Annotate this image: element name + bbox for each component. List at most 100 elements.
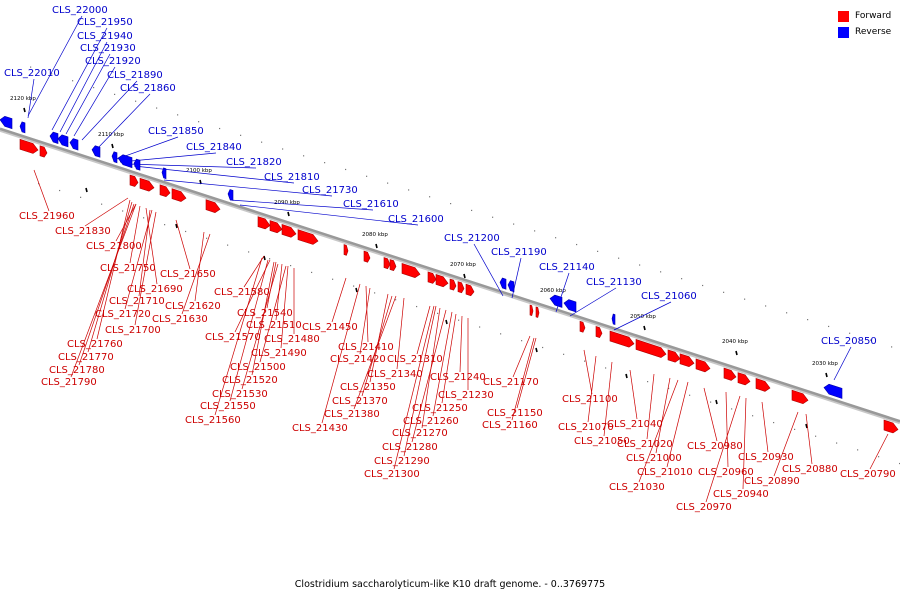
forward-gene-arrow[interactable] <box>465 283 475 297</box>
gene-label-cls-21300[interactable]: CLS_21300 <box>364 469 420 480</box>
forward-gene-arrow[interactable] <box>257 216 271 230</box>
gene-label-cls-21280[interactable]: CLS_21280 <box>382 442 438 453</box>
forward-gene-arrow[interactable] <box>129 174 139 187</box>
gene-label-cls-20790[interactable]: CLS_20790 <box>840 469 896 480</box>
forward-gene-arrow[interactable] <box>389 259 397 272</box>
gene-label-cls-21960[interactable]: CLS_21960 <box>19 211 75 222</box>
gene-label-cls-21240[interactable]: CLS_21240 <box>430 372 486 383</box>
forward-gene-arrow[interactable] <box>139 177 155 192</box>
reverse-gene-arrow[interactable] <box>507 280 515 293</box>
forward-gene-arrow[interactable] <box>679 353 695 368</box>
gene-label-cls-21410[interactable]: CLS_21410 <box>338 342 394 353</box>
gene-label-cls-20850[interactable]: CLS_20850 <box>821 336 877 347</box>
forward-gene-arrow[interactable] <box>635 339 667 358</box>
gene-label-cls-21000[interactable]: CLS_21000 <box>626 453 682 464</box>
forward-gene-arrow[interactable] <box>579 320 586 333</box>
reverse-gene-arrow[interactable] <box>57 134 69 148</box>
gene-label-cls-21630[interactable]: CLS_21630 <box>152 314 208 325</box>
forward-gene-arrow[interactable] <box>39 145 48 158</box>
forward-gene-arrow[interactable] <box>171 188 187 202</box>
forward-gene-arrow[interactable] <box>457 281 465 294</box>
forward-gene-arrow[interactable] <box>755 378 771 392</box>
gene-label-cls-21780[interactable]: CLS_21780 <box>49 365 105 376</box>
gene-label-cls-21820[interactable]: CLS_21820 <box>226 157 282 168</box>
forward-gene-arrow[interactable] <box>435 274 449 288</box>
gene-label-cls-21290[interactable]: CLS_21290 <box>374 456 430 467</box>
gene-label-cls-21370[interactable]: CLS_21370 <box>332 396 388 407</box>
gene-label-cls-21600[interactable]: CLS_21600 <box>388 214 444 225</box>
gene-label-cls-21430[interactable]: CLS_21430 <box>292 423 348 434</box>
forward-gene-arrow[interactable] <box>723 367 737 381</box>
gene-label-cls-21840[interactable]: CLS_21840 <box>186 142 242 153</box>
forward-gene-arrow[interactable] <box>401 262 421 278</box>
forward-gene-arrow[interactable] <box>695 358 711 373</box>
gene-label-cls-20970[interactable]: CLS_20970 <box>676 502 732 513</box>
reverse-gene-arrow[interactable] <box>91 145 101 158</box>
gene-label-cls-22010[interactable]: CLS_22010 <box>4 68 60 79</box>
reverse-gene-arrow[interactable] <box>549 294 563 308</box>
forward-gene-arrow[interactable] <box>737 372 751 386</box>
gene-label-cls-21340[interactable]: CLS_21340 <box>367 369 423 380</box>
gene-label-cls-21150[interactable]: CLS_21150 <box>487 408 543 419</box>
gene-label-cls-21700[interactable]: CLS_21700 <box>105 325 161 336</box>
gene-label-cls-21750[interactable]: CLS_21750 <box>100 263 156 274</box>
forward-gene-arrow[interactable] <box>159 184 171 198</box>
forward-gene-arrow[interactable] <box>595 326 603 338</box>
reverse-gene-arrow[interactable] <box>161 167 167 180</box>
gene-label-cls-21800[interactable]: CLS_21800 <box>86 241 142 252</box>
gene-label-cls-21010[interactable]: CLS_21010 <box>637 467 693 478</box>
gene-label-cls-21890[interactable]: CLS_21890 <box>107 70 163 81</box>
gene-label-cls-20940[interactable]: CLS_20940 <box>713 489 769 500</box>
forward-gene-arrow[interactable] <box>383 257 391 270</box>
forward-gene-arrow[interactable] <box>343 244 349 256</box>
reverse-gene-arrow[interactable] <box>49 131 59 145</box>
gene-label-cls-21510[interactable]: CLS_21510 <box>246 320 302 331</box>
gene-label-cls-21350[interactable]: CLS_21350 <box>340 382 396 393</box>
reverse-gene-arrow[interactable] <box>133 158 141 171</box>
gene-label-cls-21050[interactable]: CLS_21050 <box>574 436 630 447</box>
reverse-gene-arrow[interactable] <box>117 154 133 169</box>
forward-gene-arrow[interactable] <box>427 271 437 284</box>
gene-label-cls-21560[interactable]: CLS_21560 <box>185 415 241 426</box>
gene-label-cls-21940[interactable]: CLS_21940 <box>77 31 133 42</box>
forward-gene-arrow[interactable] <box>363 250 371 263</box>
gene-label-cls-21930[interactable]: CLS_21930 <box>80 43 136 54</box>
gene-label-cls-21170[interactable]: CLS_21170 <box>483 377 539 388</box>
gene-label-cls-21540[interactable]: CLS_21540 <box>237 308 293 319</box>
gene-label-cls-21710[interactable]: CLS_21710 <box>109 296 165 307</box>
forward-gene-arrow[interactable] <box>281 223 297 238</box>
forward-gene-arrow[interactable] <box>609 330 635 348</box>
gene-label-cls-21420[interactable]: CLS_21420 <box>330 354 386 365</box>
gene-label-cls-21190[interactable]: CLS_21190 <box>491 247 547 258</box>
forward-gene-arrow[interactable] <box>449 278 457 291</box>
reverse-gene-arrow[interactable] <box>499 277 507 290</box>
gene-label-cls-21760[interactable]: CLS_21760 <box>67 339 123 350</box>
gene-label-cls-21260[interactable]: CLS_21260 <box>403 416 459 427</box>
gene-label-cls-21230[interactable]: CLS_21230 <box>438 390 494 401</box>
forward-gene-arrow[interactable] <box>667 349 681 363</box>
gene-label-cls-21730[interactable]: CLS_21730 <box>302 185 358 196</box>
gene-label-cls-21160[interactable]: CLS_21160 <box>482 420 538 431</box>
gene-label-cls-21580[interactable]: CLS_21580 <box>214 287 270 298</box>
forward-gene-arrow[interactable] <box>19 138 39 154</box>
reverse-gene-arrow[interactable] <box>611 313 616 326</box>
gene-label-cls-21070[interactable]: CLS_21070 <box>558 422 614 433</box>
gene-label-cls-21100[interactable]: CLS_21100 <box>562 394 618 405</box>
forward-gene-arrow[interactable] <box>269 220 283 234</box>
reverse-gene-arrow[interactable] <box>227 189 234 201</box>
forward-gene-arrow[interactable] <box>529 304 534 316</box>
gene-label-cls-21650[interactable]: CLS_21650 <box>160 269 216 280</box>
gene-label-cls-21020[interactable]: CLS_21020 <box>617 439 673 450</box>
gene-label-cls-21130[interactable]: CLS_21130 <box>586 277 642 288</box>
gene-label-cls-20890[interactable]: CLS_20890 <box>744 476 800 487</box>
gene-label-cls-21040[interactable]: CLS_21040 <box>607 419 663 430</box>
gene-label-cls-21860[interactable]: CLS_21860 <box>120 83 176 94</box>
gene-label-cls-21610[interactable]: CLS_21610 <box>343 199 399 210</box>
reverse-gene-arrow[interactable] <box>823 383 843 399</box>
gene-label-cls-21850[interactable]: CLS_21850 <box>148 126 204 137</box>
gene-label-cls-21480[interactable]: CLS_21480 <box>264 334 320 345</box>
gene-label-cls-21810[interactable]: CLS_21810 <box>264 172 320 183</box>
gene-label-cls-21550[interactable]: CLS_21550 <box>200 401 256 412</box>
gene-label-cls-22000[interactable]: CLS_22000 <box>52 5 108 16</box>
gene-label-cls-21270[interactable]: CLS_21270 <box>392 428 448 439</box>
